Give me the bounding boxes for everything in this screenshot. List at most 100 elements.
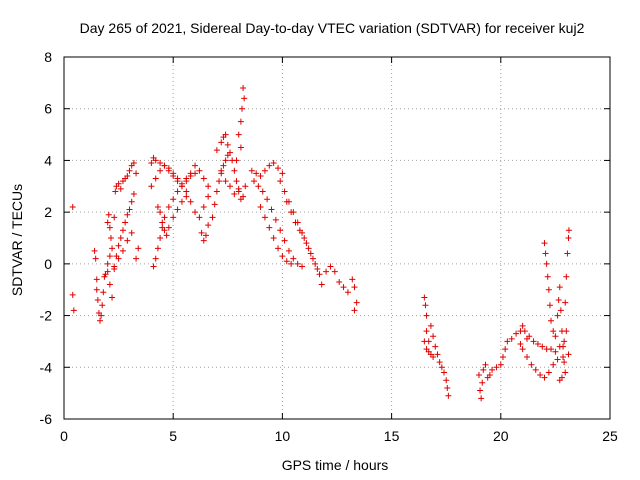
data-point bbox=[119, 247, 126, 254]
data-point bbox=[552, 333, 559, 340]
data-point bbox=[281, 237, 288, 244]
data-point bbox=[532, 366, 539, 373]
data-point bbox=[294, 260, 301, 267]
data-point bbox=[196, 167, 203, 174]
data-point bbox=[202, 232, 209, 239]
data-point bbox=[255, 183, 262, 190]
data-point bbox=[316, 271, 323, 278]
data-point bbox=[281, 188, 288, 195]
data-point bbox=[148, 183, 155, 190]
data-point bbox=[192, 209, 199, 216]
data-point bbox=[133, 170, 140, 177]
data-point bbox=[477, 387, 484, 394]
data-point bbox=[336, 278, 343, 285]
data-point bbox=[331, 268, 338, 275]
data-point bbox=[119, 227, 126, 234]
data-point bbox=[427, 322, 434, 329]
data-point bbox=[128, 198, 135, 205]
x-tick-labels: 0 5 10 15 20 25 bbox=[60, 428, 618, 444]
data-point bbox=[539, 343, 546, 350]
data-point bbox=[434, 351, 441, 358]
data-point bbox=[290, 255, 297, 262]
data-point bbox=[69, 203, 76, 210]
data-point bbox=[109, 245, 116, 252]
data-point bbox=[233, 157, 240, 164]
data-point bbox=[351, 284, 358, 291]
data-point bbox=[475, 372, 482, 379]
data-point bbox=[122, 219, 129, 226]
data-point bbox=[124, 237, 131, 244]
data-point bbox=[303, 240, 310, 247]
data-point bbox=[353, 299, 360, 306]
data-point bbox=[309, 255, 316, 262]
data-point bbox=[257, 172, 264, 179]
data-point bbox=[421, 338, 428, 345]
data-point bbox=[161, 227, 168, 234]
data-point bbox=[174, 206, 181, 213]
data-point bbox=[482, 361, 489, 368]
data-point bbox=[259, 188, 266, 195]
data-point bbox=[150, 263, 157, 270]
data-point bbox=[270, 160, 277, 167]
data-point bbox=[557, 307, 564, 314]
data-point bbox=[266, 224, 273, 231]
data-point bbox=[519, 322, 526, 329]
data-point bbox=[517, 341, 524, 348]
data-point bbox=[422, 302, 429, 309]
data-point bbox=[170, 170, 177, 177]
data-point bbox=[213, 188, 220, 195]
data-point bbox=[109, 294, 116, 301]
data-point bbox=[307, 250, 314, 257]
y-tick-label: 6 bbox=[44, 101, 52, 117]
data-point bbox=[99, 302, 106, 309]
data-point bbox=[205, 183, 212, 190]
data-point bbox=[231, 191, 238, 198]
data-point bbox=[130, 191, 137, 198]
data-point bbox=[323, 268, 330, 275]
data-point bbox=[157, 167, 164, 174]
data-point bbox=[253, 170, 260, 177]
data-point bbox=[555, 297, 562, 304]
data-point bbox=[562, 369, 569, 376]
data-point bbox=[183, 188, 190, 195]
data-point bbox=[115, 255, 122, 262]
data-point bbox=[159, 219, 166, 226]
data-point bbox=[542, 250, 549, 257]
data-point bbox=[301, 235, 308, 241]
data-point bbox=[554, 312, 561, 319]
data-point bbox=[128, 229, 135, 236]
data-point bbox=[101, 273, 108, 280]
data-point bbox=[261, 214, 268, 221]
data-point bbox=[565, 235, 572, 241]
data-point bbox=[104, 219, 111, 226]
data-point bbox=[318, 281, 325, 288]
y-tick-label: 0 bbox=[44, 256, 52, 272]
data-point bbox=[552, 348, 559, 355]
data-point bbox=[489, 366, 496, 373]
data-point bbox=[183, 193, 190, 200]
data-point bbox=[537, 372, 544, 379]
data-point bbox=[93, 276, 100, 283]
data-point bbox=[126, 167, 133, 174]
data-point bbox=[235, 185, 242, 192]
data-point bbox=[200, 237, 207, 244]
y-tick-label: -2 bbox=[40, 308, 53, 324]
data-point bbox=[107, 235, 114, 241]
data-point bbox=[554, 356, 561, 363]
data-point bbox=[480, 366, 487, 373]
data-point bbox=[152, 255, 159, 262]
data-point bbox=[548, 346, 555, 353]
data-point bbox=[556, 377, 563, 384]
data-point bbox=[564, 250, 571, 257]
data-point bbox=[561, 359, 568, 366]
data-point bbox=[283, 198, 290, 205]
data-point bbox=[312, 260, 319, 267]
x-tick-label: 5 bbox=[169, 428, 177, 444]
data-point bbox=[497, 361, 504, 368]
data-point bbox=[174, 188, 181, 195]
data-point bbox=[432, 343, 439, 350]
y-tick-label: 8 bbox=[44, 49, 52, 65]
data-point bbox=[133, 255, 140, 262]
data-point bbox=[499, 353, 506, 360]
data-point bbox=[565, 351, 572, 358]
